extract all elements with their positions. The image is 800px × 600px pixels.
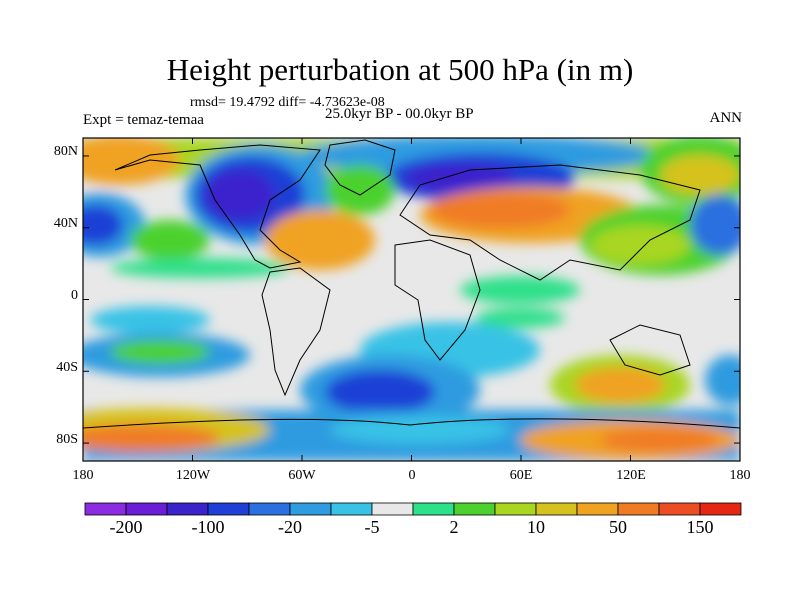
colorbar-label: 50 <box>609 517 627 537</box>
y-tick-label: 80S <box>56 432 78 447</box>
x-tick-label: 120W <box>175 468 211 483</box>
colorbar-label: -100 <box>191 517 225 537</box>
x-tick-label: 60W <box>288 468 316 483</box>
colorbar-swatch <box>330 502 373 516</box>
season-label: ANN <box>709 110 743 126</box>
x-tick-label: 180 <box>72 468 94 483</box>
colorbar-swatch <box>207 502 250 516</box>
colorbar <box>84 502 742 516</box>
colorbar-swatch <box>453 502 496 516</box>
colorbar-swatch <box>617 502 660 516</box>
x-tick-label: 180 <box>729 468 751 483</box>
y-tick-label: 80N <box>53 144 78 159</box>
axis-ticks <box>82 138 741 461</box>
x-tick-label: 60E <box>509 468 533 483</box>
colorbar-swatch <box>289 502 332 516</box>
coastlines <box>83 139 740 429</box>
colorbar-label: -200 <box>109 517 143 537</box>
colorbar-swatch <box>371 502 414 516</box>
colorbar-swatch <box>658 502 701 516</box>
colorbar-swatch <box>248 502 291 516</box>
height-field <box>83 138 740 461</box>
x-tick-label: 120E <box>616 468 646 483</box>
x-tick-label: 0 <box>408 468 416 483</box>
colorbar-swatch <box>535 502 578 516</box>
colorbar-swatch <box>412 502 455 516</box>
period-label: 25.0kyr BP - 00.0kyr BP <box>325 106 474 122</box>
y-tick-label: 40N <box>53 216 78 231</box>
colorbar-swatch <box>494 502 537 516</box>
chart-title: Height perturbation at 500 hPa (in m) <box>166 52 634 87</box>
colorbar-label: 2 <box>449 517 459 537</box>
colorbar-swatch <box>166 502 209 516</box>
colorbar-swatch <box>699 502 742 516</box>
y-tick-label: 40S <box>56 360 78 375</box>
colorbar-label: -20 <box>278 517 302 537</box>
stats-line: rmsd= 19.4792 diff= -4.73623e-08 <box>190 95 385 110</box>
experiment-label: Expt = temaz-temaa <box>83 112 204 128</box>
y-tick-label: 0 <box>71 288 78 303</box>
colorbar-swatch <box>84 502 127 516</box>
colorbar-label: 10 <box>527 517 545 537</box>
colorbar-swatch <box>576 502 619 516</box>
colorbar-label: -5 <box>364 517 380 537</box>
colorbar-label: 150 <box>686 517 714 537</box>
colorbar-swatch <box>125 502 168 516</box>
